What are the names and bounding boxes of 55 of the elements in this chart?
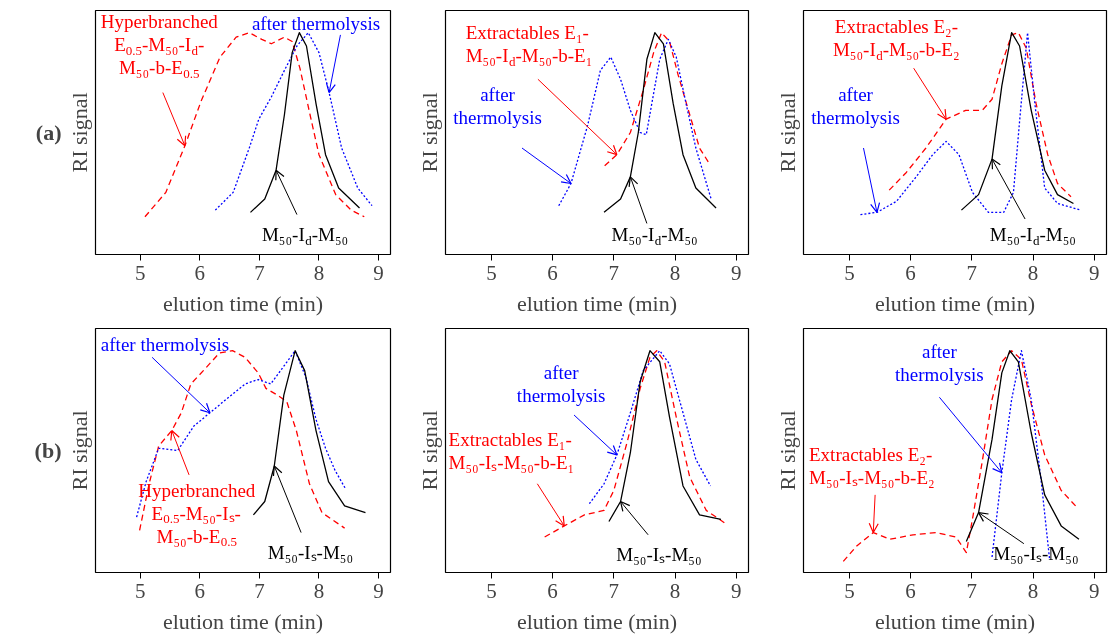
x-tick-label: 9	[373, 260, 384, 285]
annotation: after thermolysis	[453, 84, 542, 129]
x-tick-label: 9	[731, 578, 742, 603]
x-tick-label: 5	[844, 578, 855, 603]
x-tick-label: 8	[669, 578, 681, 603]
x-tick-label: 6	[194, 260, 206, 285]
x-tick-label: 8	[313, 260, 325, 285]
x-tick-label: 8	[1027, 578, 1039, 603]
x-tick-label: 7	[608, 578, 620, 603]
x-axis-title: elution time (min)	[516, 608, 678, 634]
x-tick-label: 5	[134, 260, 146, 285]
x-tick-label: 6	[905, 260, 916, 285]
x-tick-label: 5	[486, 260, 497, 285]
x-tick-label: 8	[313, 578, 325, 603]
x-axis-title: elution time (min)	[874, 290, 1036, 316]
x-tick-label: 7	[966, 260, 978, 285]
x-tick-label: 5	[486, 578, 497, 603]
x-tick-label: 9	[1089, 260, 1100, 285]
annotation: M₅₀-Iₛ-M₅₀	[616, 544, 702, 566]
x-tick-label: 7	[966, 578, 978, 603]
x-tick-label: 9	[1089, 578, 1100, 603]
y-axis-title: RI signal	[774, 92, 800, 173]
annotation: after thermolysis	[100, 333, 230, 355]
x-tick-label: 9	[373, 578, 384, 603]
annotation: after thermolysis	[895, 341, 984, 386]
text: (b)	[34, 438, 62, 463]
x-tick-label: 8	[669, 260, 681, 285]
x-tick-label: 6	[194, 578, 206, 603]
annotation: Extractables E₂- M₅₀-Iₛ-M₅₀-b-E₂	[809, 444, 935, 489]
y-axis-title: RI signal	[774, 410, 800, 491]
x-axis-title: elution time (min)	[162, 290, 324, 316]
annotation: after thermolysis	[516, 362, 606, 407]
annotation: after thermolysis	[251, 13, 381, 35]
x-tick-label: 8	[1027, 260, 1039, 285]
y-axis-title: RI signal	[66, 410, 92, 491]
x-axis-title: elution time (min)	[162, 608, 324, 634]
x-tick-label: 7	[254, 260, 265, 285]
y-axis-title: RI signal	[416, 410, 442, 491]
x-tick-label: 7	[608, 260, 620, 285]
annotation: M₅₀-Iₛ-M₅₀	[993, 543, 1079, 565]
annotation: M₅₀-Iₛ-M₅₀	[267, 542, 354, 564]
y-axis-title: RI signal	[416, 92, 442, 173]
x-tick-label: 6	[547, 578, 558, 603]
annotation: Extractables E₁- M₅₀-Iₛ-M₅₀-b-E₁	[448, 428, 575, 473]
x-tick-label: 5	[844, 260, 855, 285]
annotation: after thermolysis	[811, 84, 900, 129]
x-axis-title: elution time (min)	[516, 290, 678, 316]
x-tick-label: 7	[254, 578, 265, 603]
x-tick-label: 5	[134, 578, 146, 603]
x-tick-label: 9	[731, 260, 742, 285]
text: (a)	[35, 120, 62, 145]
x-tick-label: 6	[547, 260, 558, 285]
y-axis-title: RI signal	[66, 92, 92, 173]
x-tick-label: 6	[905, 578, 916, 603]
x-axis-title: elution time (min)	[874, 608, 1036, 634]
